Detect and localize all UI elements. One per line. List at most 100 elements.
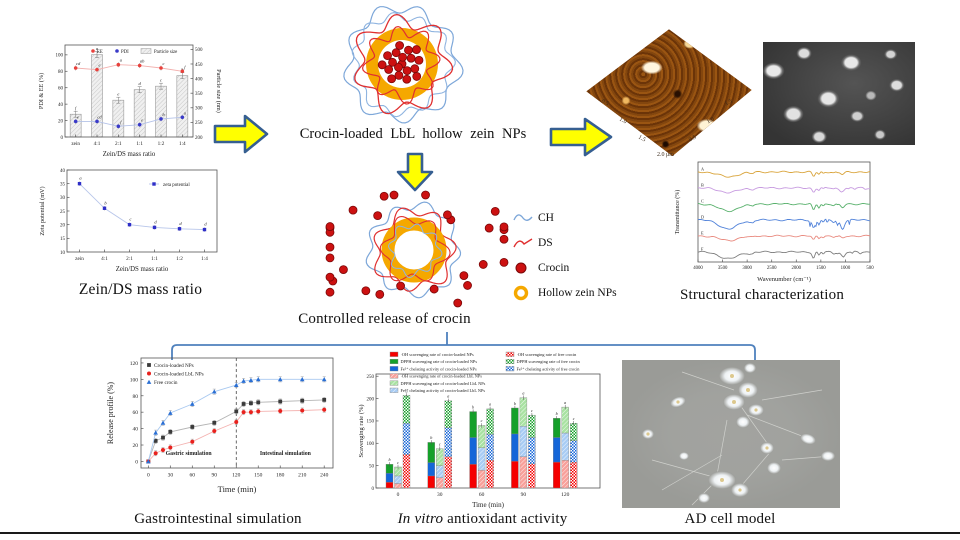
svg-text:ab: ab — [140, 59, 145, 64]
svg-text:250: 250 — [367, 375, 375, 380]
svg-text:c: c — [573, 416, 575, 421]
svg-text:35: 35 — [60, 182, 66, 187]
svg-text:e: e — [117, 92, 119, 97]
svg-text:b: b — [430, 435, 432, 440]
svg-text:Fe²⁺ chelating activity of fre: Fe²⁺ chelating activity of free crocin — [517, 366, 581, 371]
svg-text:c: c — [439, 441, 441, 446]
svg-text:60: 60 — [479, 492, 485, 498]
svg-text:20: 20 — [58, 119, 64, 124]
release-profile-chart: 0 20 40 60 80 100 120 0 30 60 90 120 150 180 210 240 Tim… — [106, 357, 334, 494]
svg-text:·OH scavenging rate of free cr: ·OH scavenging rate of free crocin — [517, 352, 578, 357]
svg-text:DPPH scavenging rate of free c: DPPH scavenging rate of free crocin — [517, 359, 581, 364]
svg-text:d: d — [204, 222, 207, 227]
svg-text:4:1: 4:1 — [94, 141, 101, 147]
svg-text:Time (min): Time (min) — [218, 484, 257, 494]
svg-text:0: 0 — [135, 459, 138, 465]
crocin-loaded-np-schematic — [343, 6, 464, 124]
svg-text:80: 80 — [58, 70, 64, 75]
svg-text:450: 450 — [195, 63, 203, 68]
svg-text:a: a — [522, 390, 524, 395]
svg-text:Zeta potential (mV): Zeta potential (mV) — [39, 186, 46, 235]
flow-arrow-right-icon — [549, 117, 613, 157]
ds-squiggle-icon — [513, 237, 533, 247]
svg-text:C: C — [701, 199, 704, 204]
svg-text:PDI & EE (%): PDI & EE (%) — [38, 73, 45, 109]
svg-text:180: 180 — [276, 473, 285, 479]
legend-item-ds: DS — [512, 230, 617, 255]
legend-item-crocin: Crocin — [512, 255, 617, 280]
caption-structural: Structural characterization — [679, 287, 845, 303]
svg-text:c: c — [481, 418, 483, 423]
svg-text:b: b — [556, 411, 558, 416]
svg-text:1:1: 1:1 — [136, 141, 143, 147]
crocin-dot-icon — [515, 262, 527, 273]
svg-text:·OH scavenging rate of crocin-: ·OH scavenging rate of crocin-loaded LbL… — [401, 374, 483, 379]
svg-text:e: e — [99, 63, 101, 68]
svg-text:500: 500 — [195, 48, 203, 53]
svg-text:Fe²⁺ chelating activity of cro: Fe²⁺ chelating activity of crocin-loaded… — [401, 366, 478, 371]
svg-text:1:2: 1:2 — [158, 141, 165, 147]
svg-text:3000: 3000 — [742, 266, 752, 271]
svg-text:30: 30 — [437, 492, 443, 498]
svg-text:Time (min): Time (min) — [472, 501, 504, 509]
svg-text:Fe²⁺ chelating activity of cro: Fe²⁺ chelating activity of crocin-loaded… — [401, 388, 486, 393]
caption-gastro: Gastrointestinal simulation — [134, 511, 302, 527]
svg-text:1:1: 1:1 — [151, 256, 158, 262]
svg-text:20: 20 — [133, 443, 139, 449]
svg-text:c: c — [397, 460, 399, 465]
caption-controlled-release: Controlled release of crocin — [298, 311, 471, 327]
svg-text:1:4: 1:4 — [201, 256, 208, 262]
svg-text:25: 25 — [60, 210, 66, 215]
svg-text:Release profile (%): Release profile (%) — [106, 382, 115, 445]
svg-text:Free crocin: Free crocin — [154, 380, 178, 386]
svg-text:30: 30 — [168, 473, 174, 479]
svg-text:PDI: PDI — [121, 50, 129, 55]
svg-text:b: b — [104, 200, 107, 205]
svg-text:E: E — [701, 231, 704, 236]
svg-text:EE: EE — [97, 50, 103, 55]
svg-text:3500: 3500 — [718, 266, 728, 271]
svg-text:120: 120 — [561, 492, 570, 498]
hollow-zein-ring-icon — [513, 285, 529, 300]
particle-size-ee-pdi-chart: f a e d c b 0 20 40 60 80 100 200 250 300 350 400 450 500 z… — [38, 44, 222, 158]
svg-text:e: e — [141, 118, 143, 123]
caption-cell-model: AD cell model — [684, 511, 776, 527]
svg-text:350: 350 — [195, 92, 203, 97]
caption-antioxidant-italic: In vitro — [397, 511, 444, 527]
svg-text:20: 20 — [60, 223, 66, 228]
svg-text:a: a — [120, 58, 123, 63]
afm-tick: 1.5 — [637, 134, 647, 144]
svg-text:400: 400 — [195, 77, 203, 82]
svg-text:c: c — [130, 217, 132, 222]
svg-text:250: 250 — [195, 121, 203, 126]
svg-text:b: b — [472, 404, 474, 409]
svg-text:e: e — [77, 114, 79, 119]
svg-text:1:4: 1:4 — [179, 141, 186, 147]
zeta-potential-chart: 10 15 20 25 30 35 40 zein 4:1 2:1 1:1 1:2 1:4 Zein/DS… — [39, 169, 218, 273]
svg-text:100: 100 — [56, 54, 64, 59]
svg-text:a: a — [489, 402, 491, 407]
svg-text:f: f — [75, 106, 77, 111]
svg-text:4:1: 4:1 — [101, 256, 108, 262]
svg-text:0: 0 — [61, 136, 64, 141]
svg-text:Wavenumber (cm⁻¹): Wavenumber (cm⁻¹) — [757, 276, 811, 283]
svg-text:·OH scavenging rate of crocin-: ·OH scavenging rate of crocin-loaded NPs — [401, 352, 474, 357]
svg-text:120: 120 — [130, 361, 139, 367]
svg-text:60: 60 — [58, 87, 64, 92]
svg-text:500: 500 — [866, 266, 874, 271]
svg-text:A: A — [701, 167, 704, 172]
schematic-legend: CH DS Crocin Hollow zein NPs — [512, 205, 617, 305]
svg-text:a: a — [564, 400, 566, 405]
flow-arrow-down-icon — [396, 152, 434, 192]
svg-text:d: d — [154, 219, 157, 224]
legend-item-ch: CH — [512, 205, 617, 230]
svg-text:0: 0 — [397, 492, 400, 498]
svg-text:zein: zein — [75, 256, 84, 262]
svg-text:d: d — [139, 81, 142, 86]
cell-centers — [646, 374, 769, 492]
afm-image: 0.5 1.0 1.5 1.5 1.0 0.5 2.0 μm — [583, 28, 755, 160]
svg-text:cd: cd — [97, 114, 102, 119]
caption-antioxidant-rest: antioxidant activity — [443, 511, 568, 527]
svg-text:zein: zein — [71, 141, 80, 147]
